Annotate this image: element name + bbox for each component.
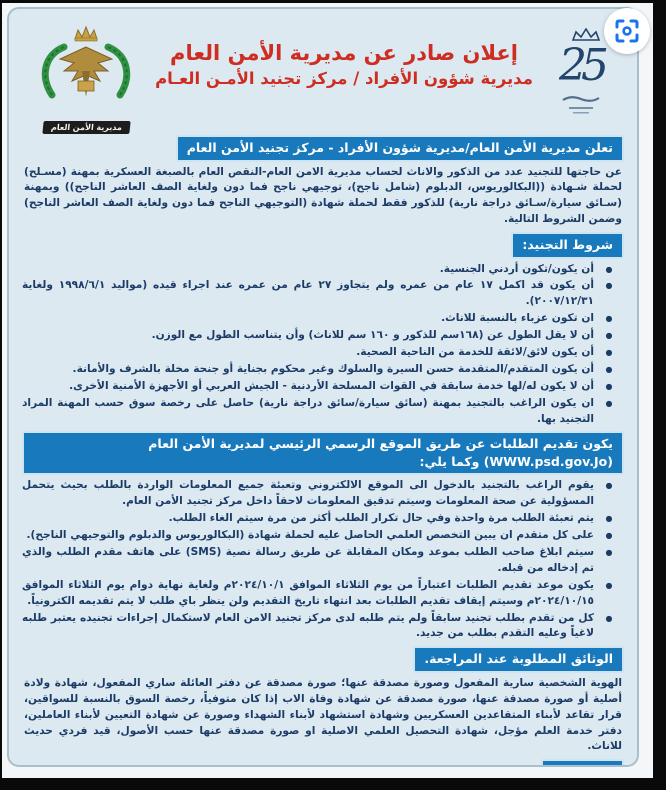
section-header-announcement: تعلن مديرية الأمن العام/مديرية شؤون الأف… (175, 135, 624, 162)
bullet-icon: ● (605, 613, 613, 623)
section-header-documents: الوثائق المطلوبة عند المراجعة. (413, 646, 624, 673)
list-item: ● يقوم الراغب بالتجنيد بالدخول الى الموقع… (22, 478, 624, 510)
announcement-document: مديرية الأمن العام إعلان صادر عن مديرية … (7, 7, 639, 767)
bullet-icon: ● (605, 281, 613, 291)
section-header-announcement-label: تعلن مديرية الأمن العام/مديرية شؤون الأف… (186, 140, 613, 155)
bullet-icon: ● (605, 364, 613, 374)
psd-emblem-icon (41, 25, 131, 99)
list-item: ● على كل متقدم ان يبين التخصص العلمي الحا… (22, 528, 624, 544)
section-header-application: يكون تقديم الطلبات عن طريق الموقع الرسمي… (22, 431, 624, 476)
bullet-icon: ● (605, 348, 613, 358)
list-item: ● ان يكون الراغب بالتجنيد بمهنة (سائق سيا… (22, 396, 624, 428)
document-title: إعلان صادر عن مديرية الأمن العام (170, 41, 518, 65)
document-title-block: إعلان صادر عن مديرية الأمن العام مديرية … (150, 19, 538, 92)
section-header-documents-label: الوثائق المطلوبة عند المراجعة. (424, 651, 613, 667)
list-item: ● أن لا يقل الطول عن (١٦٨سم للذكور و ١٦٠ … (22, 328, 624, 344)
application-list: ● يقوم الراغب بالتجنيد بالدخول الى الموقع… (22, 478, 624, 642)
bullet-icon: ● (605, 580, 613, 590)
emblem-banner-text: مديرية الأمن العام (41, 121, 131, 134)
section-header-notes-label: ملاحظات: (552, 764, 613, 765)
jubilee-number: 25 (559, 40, 609, 91)
announcement-paragraph: عن حاجتها للتجنيد عدد من الذكور والاناث … (24, 165, 622, 226)
document-header: مديرية الأمن العام إعلان صادر عن مديرية … (22, 19, 624, 134)
section-header-conditions-label: شروط التجنيد: (522, 237, 613, 253)
list-item: ● يتم تعبئة الطلب مرة واحدة وفي حال تكرار… (22, 511, 624, 527)
list-item: ● سيتم ابلاغ صاحب الطلب بموعد ومكان المقا… (22, 545, 624, 577)
list-item: ● كل من تقدم بطلب تجنيد سابقاً ولم يتم طل… (22, 611, 624, 643)
list-item: ● يكون موعد تقديم الطلبات اعتباراً من يوم… (22, 578, 624, 610)
conditions-list: ● أن يكون/تكون أردني الجنسية. ● أن يكون قد… (22, 262, 624, 428)
lens-scan-icon (615, 19, 639, 43)
section-header-notes: ملاحظات: (541, 759, 624, 765)
image-viewer-background: مديرية الأمن العام إعلان صادر عن مديرية … (2, 3, 653, 778)
documents-paragraph: الهوية الشخصية سارية المفعول وصورة مصدقة… (24, 676, 622, 753)
bullet-icon: ● (605, 314, 613, 324)
list-item: ● ان تكون عزباء بالنسبة للاناث. (22, 311, 624, 327)
psd-emblem-logo: مديرية الأمن العام (22, 19, 150, 134)
list-item: ● أن يكون قد اكمل ١٧ عام من عمره ولم يتجا… (22, 278, 624, 310)
bullet-icon: ● (605, 548, 613, 558)
list-item: ● أن يكون لائق/لائقة للخدمة من الناحية ال… (22, 345, 624, 361)
bullet-icon: ● (605, 264, 613, 274)
document-subtitle: مديرية شؤون الأفراد / مركز تجنيد الأمـن … (155, 69, 533, 89)
section-header-conditions: شروط التجنيد: (511, 232, 624, 259)
section-header-application-label: يكون تقديم الطلبات عن طريق الموقع الرسمي… (148, 436, 613, 469)
list-item: ● أن يكون/تكون أردني الجنسية. (22, 262, 624, 278)
bullet-icon: ● (605, 481, 613, 491)
list-item: ● أن يكون المتقدم/المتقدمة حسن السيرة وال… (22, 362, 624, 378)
jubilee-caption-decoration (538, 94, 624, 120)
list-item: ● أن لا يكون له/لها خدمة سابقة في القوات … (22, 379, 624, 395)
jubilee-crown-icon (571, 27, 601, 41)
bullet-icon: ● (605, 531, 613, 541)
bullet-icon: ● (605, 398, 613, 408)
bullet-icon: ● (605, 514, 613, 524)
bullet-icon: ● (605, 331, 613, 341)
bullet-icon: ● (605, 381, 613, 391)
lens-search-button[interactable] (604, 8, 650, 54)
jubilee-25-logo: 25 (538, 19, 624, 120)
